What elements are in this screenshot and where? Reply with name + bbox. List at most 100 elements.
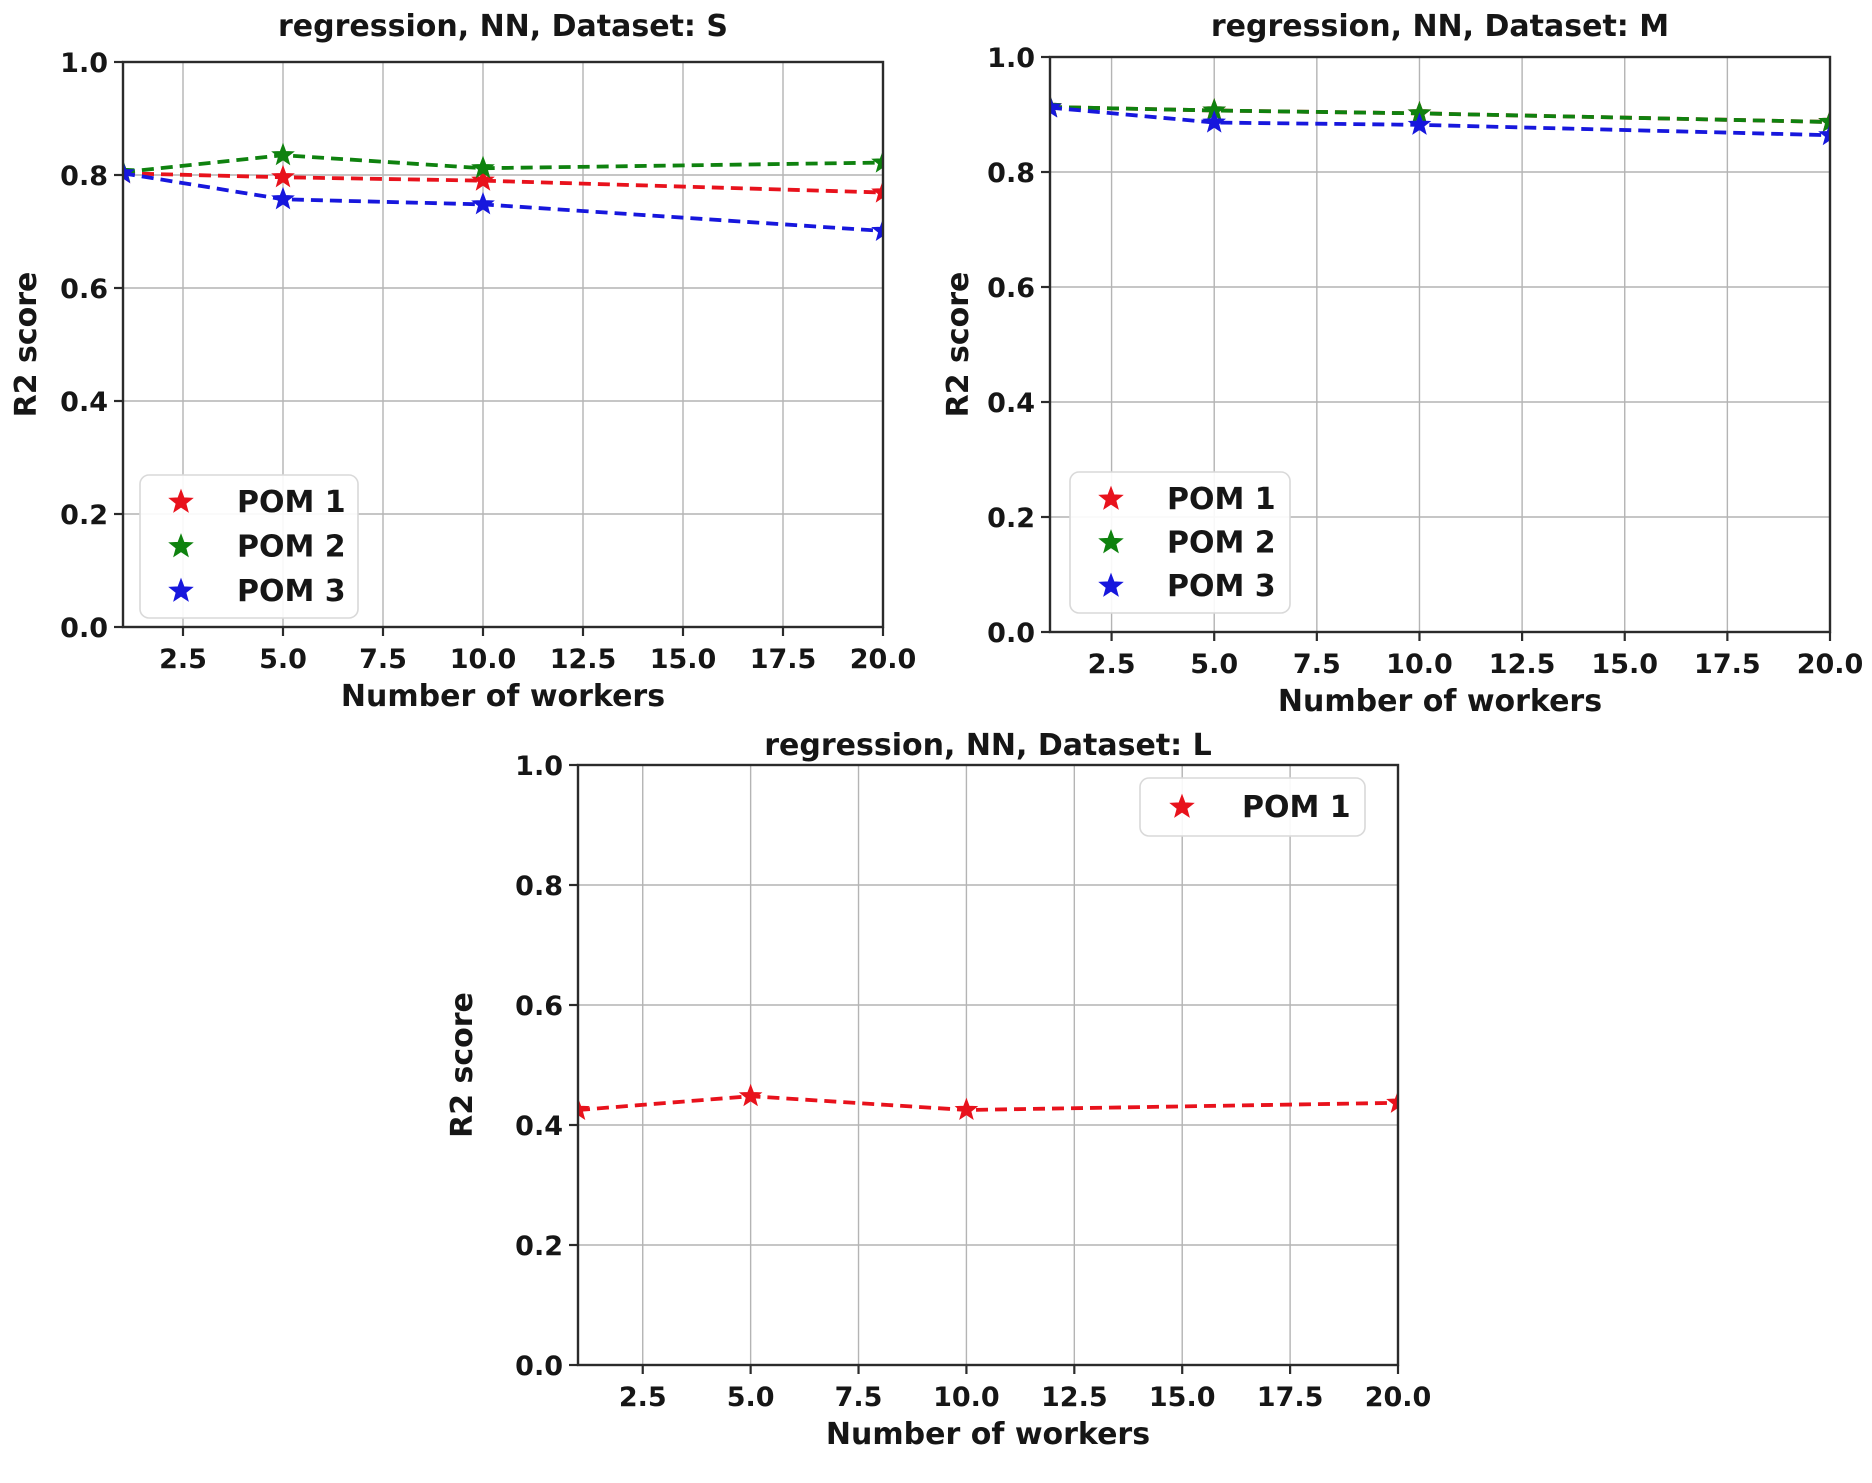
x-tick-label: 7.5 — [835, 1382, 883, 1413]
marker-star-pom-1 — [578, 1097, 590, 1121]
chart-dataset-m: 2.5 5.0 7.5 10.0 12.5 15.0 17.5 20.0 0.0 0.2 0.4 0.… — [941, 9, 1863, 719]
legend-label: POM 2 — [237, 530, 346, 565]
marker-star-pom-1 — [871, 180, 883, 203]
legend-marker-star — [168, 533, 194, 558]
legend-marker-star — [1098, 572, 1124, 597]
marker-star-pom-3 — [471, 191, 495, 215]
x-tick-label: 10.0 — [450, 644, 517, 675]
chart-title: regression, NN, Dataset: M — [1211, 9, 1669, 44]
legend-label: POM 1 — [1167, 482, 1276, 517]
marker-star-pom-1 — [738, 1083, 763, 1107]
marker-star-pom-2 — [871, 150, 883, 173]
legend-label: POM 2 — [1167, 526, 1276, 561]
x-tick-label: 20.0 — [1797, 649, 1864, 680]
x-tick-label: 2.5 — [159, 644, 207, 675]
axes-spines — [121, 60, 885, 629]
x-tick-label: 17.5 — [1257, 1382, 1324, 1413]
x-tick-label: 2.5 — [619, 1382, 667, 1413]
marker-star-pom-2 — [471, 155, 495, 179]
chart-dataset-l: 2.5 5.0 7.5 10.0 12.5 15.0 17.5 20.0 0.0 0.2 0.4 0.… — [445, 728, 1430, 1452]
chart-title: regression, NN, Dataset: L — [764, 728, 1211, 763]
legend-box — [1139, 777, 1366, 837]
x-tick-label: 15.0 — [1149, 1382, 1216, 1413]
y-tick-label: 0.0 — [60, 613, 108, 644]
legend-marker-star — [1098, 529, 1124, 554]
legend: POM 1 POM 2 POM 3 — [139, 474, 359, 619]
chart-title: regression, NN, Dataset: S — [278, 9, 728, 44]
chart-dataset-s: 2.5 5.0 7.5 10.0 12.5 15.0 17.5 20.0 0.0 0.2 0.4 0.… — [9, 9, 916, 714]
marker-star-pom-1 — [271, 164, 295, 188]
y-tick-label: 1.0 — [60, 48, 108, 79]
x-tick-label: 10.0 — [933, 1382, 1000, 1413]
plot-series — [1050, 94, 1830, 146]
y-tick-label: 0.6 — [987, 273, 1035, 304]
axes-spines — [576, 763, 1400, 1367]
marker-star-pom-3 — [1050, 95, 1062, 118]
series-line-pom-3 — [123, 171, 883, 233]
x-axis-label: Number of workers — [1278, 684, 1602, 719]
gridlines — [578, 764, 1399, 1366]
y-tick-label: 0.8 — [60, 161, 108, 192]
legend: POM 1 POM 2 POM 3 — [1069, 471, 1291, 614]
x-tick-label: 17.5 — [1694, 649, 1761, 680]
x-tick-label: 5.0 — [259, 644, 307, 675]
y-tick-label: 0.6 — [515, 991, 563, 1022]
axis-ticks: 2.5 5.0 7.5 10.0 12.5 15.0 17.5 20.0 0.0 0.2 0.4 0.… — [987, 43, 1863, 680]
y-tick-label: 0.0 — [987, 618, 1035, 649]
x-axis-label: Number of workers — [826, 1417, 1150, 1452]
y-tick-label: 0.6 — [60, 274, 108, 305]
x-tick-label: 12.5 — [1489, 649, 1556, 680]
legend-label: POM 1 — [237, 485, 346, 520]
y-axis-label: R2 score — [9, 272, 44, 418]
x-tick-label: 5.0 — [1190, 649, 1238, 680]
x-tick-label: 15.0 — [650, 644, 717, 675]
x-tick-label: 20.0 — [850, 644, 917, 675]
axis-ticks: 2.5 5.0 7.5 10.0 12.5 15.0 17.5 20.0 0.0 0.2 0.4 0.… — [60, 48, 916, 675]
marker-star-pom-1 — [954, 1097, 979, 1121]
marker-star-pom-3 — [123, 160, 135, 184]
marker-star-pom-3 — [271, 186, 295, 210]
y-tick-label: 0.8 — [987, 158, 1035, 189]
x-tick-label: 20.0 — [1365, 1382, 1430, 1413]
marker-star-pom-3 — [1202, 110, 1227, 133]
marker-star-pom-3 — [871, 218, 883, 241]
legend-box — [139, 474, 359, 619]
x-axis-label: Number of workers — [341, 679, 665, 714]
y-tick-label: 0.0 — [515, 1351, 563, 1382]
x-tick-label: 5.0 — [727, 1382, 775, 1413]
marker-star-pom-3 — [1818, 122, 1830, 146]
marker-star-pom-2 — [1818, 109, 1830, 133]
y-tick-label: 1.0 — [515, 751, 563, 782]
x-tick-label: 17.5 — [750, 644, 817, 675]
series-line-pom-1 — [123, 171, 883, 195]
y-tick-label: 0.4 — [515, 1111, 563, 1142]
y-tick-label: 0.2 — [515, 1231, 563, 1262]
axis-ticks: 2.5 5.0 7.5 10.0 12.5 15.0 17.5 20.0 0.0 0.2 0.4 0.… — [515, 751, 1430, 1413]
x-tick-label: 12.5 — [1041, 1382, 1108, 1413]
legend-marker-star — [168, 488, 194, 513]
plot-series — [123, 142, 883, 241]
series-line-pom-2 — [123, 153, 883, 175]
series-line-pom-2 — [1050, 105, 1830, 124]
x-tick-label: 15.0 — [1591, 649, 1658, 680]
y-tick-label: 1.0 — [987, 43, 1035, 74]
plot-series — [578, 1083, 1398, 1121]
x-tick-label: 7.5 — [359, 644, 407, 675]
marker-star-pom-1 — [1386, 1090, 1398, 1113]
legend-label: POM 3 — [237, 574, 346, 609]
y-tick-label: 0.8 — [515, 871, 563, 902]
y-tick-label: 0.2 — [987, 503, 1035, 534]
legend-box — [1069, 471, 1291, 614]
legend: POM 1 — [1139, 777, 1366, 837]
legend-marker-star — [168, 577, 194, 602]
y-tick-label: 0.4 — [60, 387, 108, 418]
y-axis-label: R2 score — [941, 272, 976, 418]
legend-marker-star — [1098, 485, 1124, 510]
axes-spines — [1048, 55, 1832, 634]
marker-star-pom-2 — [271, 142, 295, 166]
x-tick-label: 12.5 — [550, 644, 617, 675]
legend-marker-star — [1169, 793, 1195, 818]
series-line-pom-1 — [578, 1094, 1398, 1112]
x-tick-label: 7.5 — [1293, 649, 1341, 680]
